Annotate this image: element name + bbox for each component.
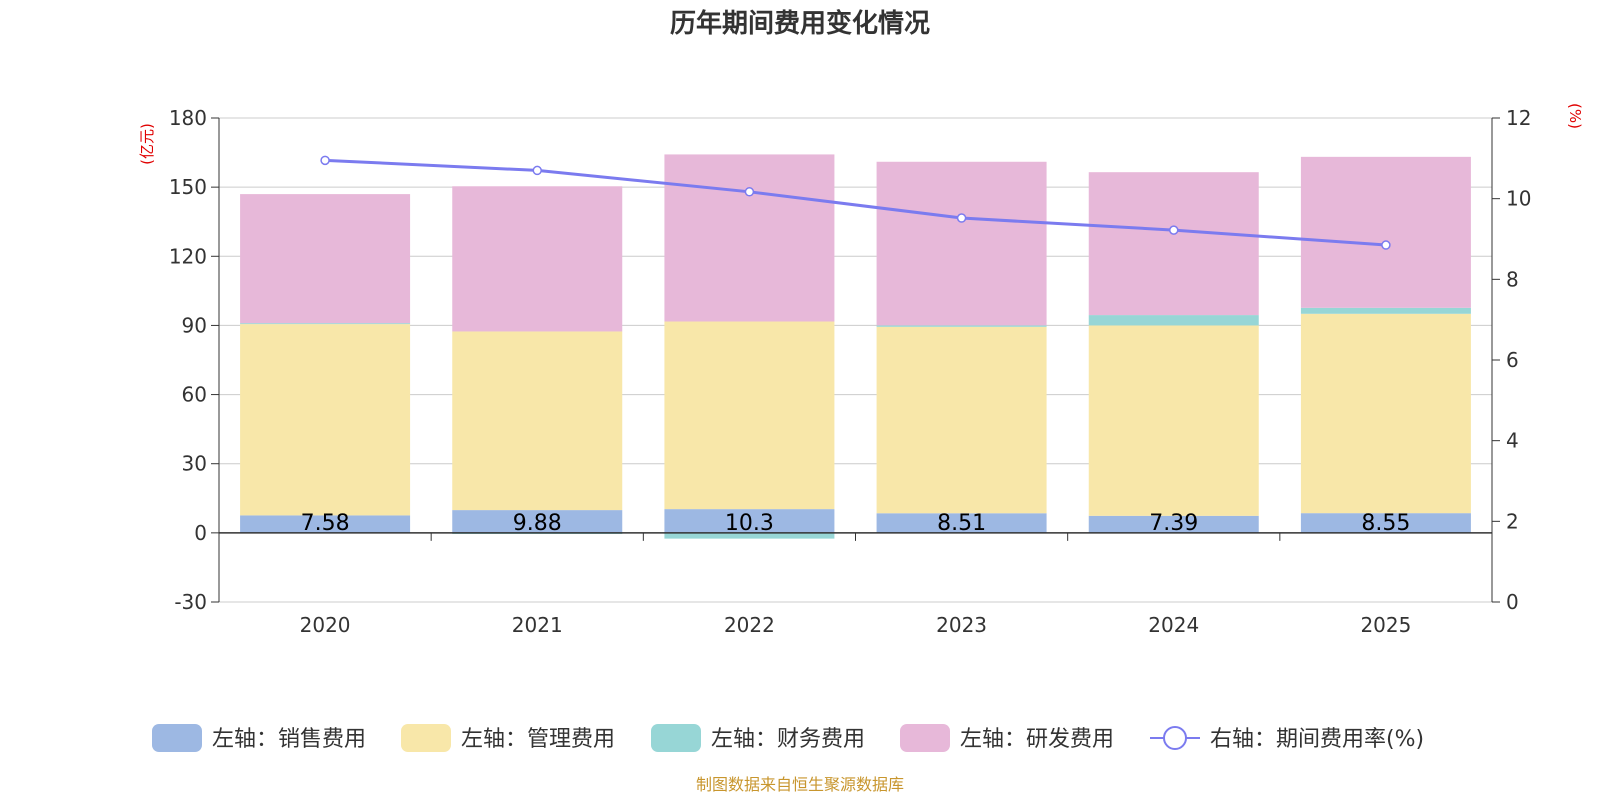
rate-point — [1169, 225, 1179, 235]
bar-segment — [1300, 513, 1471, 533]
bar-segment — [664, 321, 835, 510]
right-tick-label: 10 — [1506, 187, 1531, 211]
bar-segment — [452, 510, 623, 533]
rate-point — [320, 155, 330, 166]
bar-segment — [1300, 313, 1471, 514]
bar-segment — [876, 161, 1047, 326]
source-note: 制图数据来自恒生聚源数据库 — [696, 775, 904, 794]
bar-segment — [452, 331, 623, 511]
left-tick-label: 180 — [169, 106, 207, 130]
left-tick-label: -30 — [174, 590, 207, 614]
bar-segment — [1088, 315, 1259, 326]
bar-segment — [664, 532, 835, 539]
legend-label: 右轴：期间费用率(%) — [1210, 727, 1424, 752]
rate-line — [320, 155, 1391, 250]
data-label: 8.51 — [937, 511, 986, 536]
rate-point — [744, 187, 755, 197]
category-label: 2023 — [936, 613, 987, 637]
left-axis-unit: (亿元) — [138, 123, 156, 165]
bar-segment — [452, 186, 623, 332]
bar-segment — [1088, 172, 1259, 316]
legend-item[interactable]: 左轴：销售费用 — [152, 724, 366, 752]
right-axis-unit: (%) — [1566, 103, 1584, 129]
legend-label: 左轴：管理费用 — [461, 727, 615, 752]
chart-title: 历年期间费用变化情况 — [670, 8, 930, 39]
right-tick-label: 0 — [1506, 590, 1519, 614]
bar-segment — [664, 154, 835, 322]
bar-segment — [876, 326, 1047, 514]
rate-point — [956, 213, 967, 223]
category-label: 2022 — [724, 613, 775, 637]
right-tick-label: 4 — [1506, 429, 1519, 453]
bar-segment — [240, 323, 411, 325]
data-labels: 7.58 9.88 10.3 8.51 7.39 8.55 — [301, 511, 1411, 536]
rate-series-line — [325, 158, 1387, 247]
left-tick-label: 150 — [169, 175, 207, 199]
legend-item[interactable]: 左轴：财务费用 — [651, 724, 865, 752]
legend-swatch — [900, 724, 950, 752]
data-label: 10.3 — [725, 511, 774, 536]
data-label: 9.88 — [513, 511, 562, 536]
bar-segment — [664, 509, 835, 533]
right-tick-label: 6 — [1506, 348, 1519, 372]
bar-segment — [876, 325, 1047, 327]
right-tick-label: 8 — [1506, 267, 1519, 291]
right-tick-label: 2 — [1506, 509, 1519, 533]
data-label: 8.55 — [1361, 511, 1410, 536]
category-label: 2020 — [300, 613, 351, 637]
bar-segment — [1088, 325, 1259, 516]
left-tick-label: 0 — [194, 521, 207, 545]
bar-segment — [240, 194, 411, 324]
bar-segment — [1088, 515, 1259, 533]
legend-swatch — [651, 724, 701, 752]
legend-item[interactable]: 左轴：研发费用 — [900, 724, 1114, 752]
legend-item[interactable]: 左轴：管理费用 — [401, 724, 615, 752]
bar-segment — [240, 515, 411, 533]
legend-swatch — [152, 724, 202, 752]
bar-segment — [1300, 307, 1471, 314]
legend-label: 左轴：财务费用 — [711, 727, 865, 752]
category-label: 2021 — [512, 613, 563, 637]
legend-label: 左轴：销售费用 — [212, 727, 366, 752]
bar-segment — [240, 324, 411, 516]
bars — [240, 154, 1471, 539]
bar-segment — [876, 513, 1047, 533]
rate-point — [532, 165, 542, 176]
data-label: 7.39 — [1149, 511, 1198, 536]
rate-point — [1381, 240, 1391, 250]
axes: -30 0 30 60 90 120 150 180 0 2 4 6 8 10 12 2020 2021 2022… — [169, 106, 1532, 637]
left-tick-label: 60 — [182, 383, 207, 407]
category-label: 2025 — [1360, 613, 1411, 637]
bar-segment — [1300, 156, 1471, 308]
legend-label: 左轴：研发费用 — [960, 727, 1114, 752]
left-tick-label: 30 — [182, 452, 207, 476]
legend-swatch — [401, 724, 451, 752]
left-tick-label: 120 — [169, 244, 207, 268]
data-label: 7.58 — [301, 511, 350, 536]
legend-marker-icon — [1163, 726, 1187, 750]
left-tick-label: 90 — [182, 313, 207, 337]
legend: 左轴：销售费用 左轴：管理费用 左轴：财务费用 左轴：研发费用 右轴：期间费用率(%) — [152, 724, 1424, 752]
category-label: 2024 — [1148, 613, 1199, 637]
right-tick-label: 12 — [1506, 106, 1531, 130]
legend-item[interactable]: 右轴：期间费用率(%) — [1150, 726, 1424, 752]
